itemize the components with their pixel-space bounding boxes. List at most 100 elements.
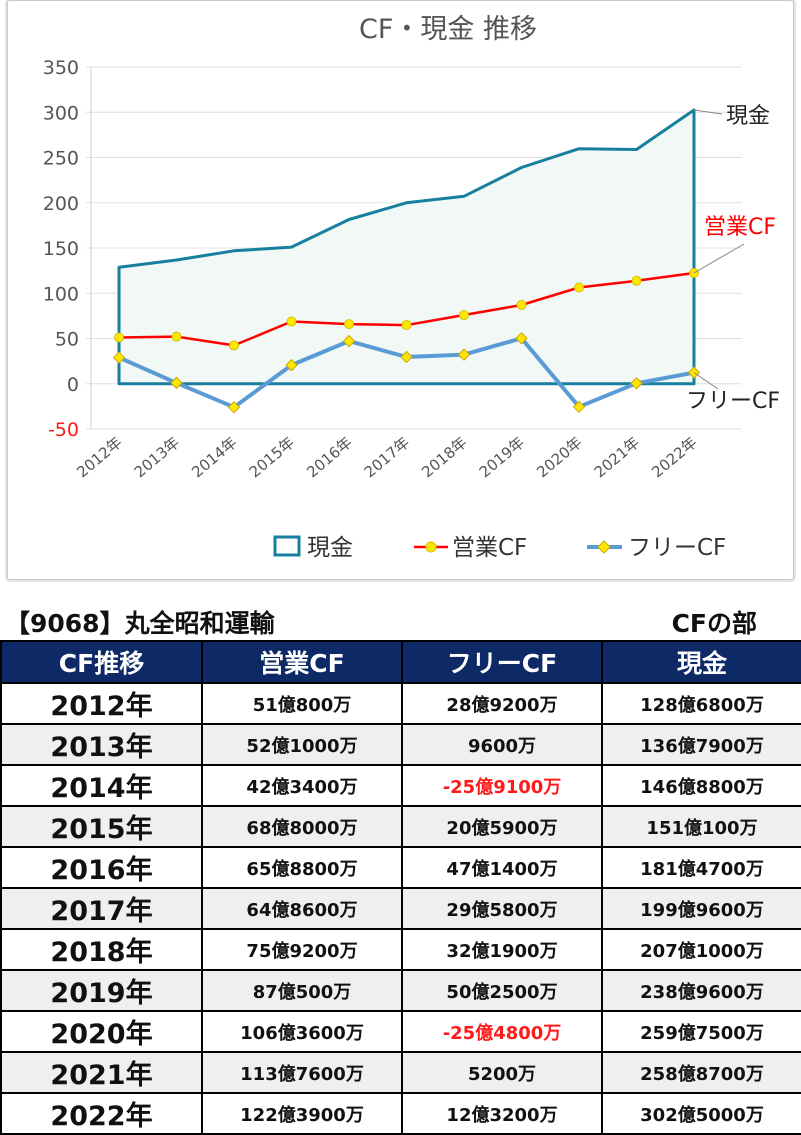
year-cell: 2018年 <box>0 928 203 971</box>
free-cf-point <box>630 377 643 390</box>
legend-label-cash: 現金 <box>307 535 353 561</box>
op-cell: 75億9200万 <box>201 928 403 971</box>
year-cell: 2013年 <box>0 723 203 766</box>
legend-swatch-cash <box>273 535 301 557</box>
free-cf-point <box>342 334 356 348</box>
free-cell: 9600万 <box>401 723 603 766</box>
y-tick-label: 50 <box>55 329 79 351</box>
legend-marker-operating <box>425 541 437 553</box>
free-cell: 47億1400万 <box>401 846 603 889</box>
free-cell: 28億9200万 <box>401 682 603 725</box>
operating-cf-point <box>171 331 182 342</box>
year-cell: 2019年 <box>0 969 203 1012</box>
table-row: 2013年 52億1000万 9600万 136億7900万 <box>0 723 801 766</box>
operating-cf-point <box>401 320 412 331</box>
legend-label-operating: 営業CF <box>452 535 527 561</box>
year-cell: 2014年 <box>0 764 203 807</box>
y-tick-label: 250 <box>43 148 79 170</box>
end-label-leader <box>693 109 723 115</box>
operating-cf-point <box>229 340 239 351</box>
header-operating-cf: 営業CF <box>201 640 403 684</box>
free-cell: 20億5900万 <box>401 805 603 848</box>
cash-cell: 128億6800万 <box>601 682 801 725</box>
year-cell: 2012年 <box>0 682 203 725</box>
end-label-leader <box>693 372 719 390</box>
year-cell: 2016年 <box>0 846 203 889</box>
op-cell: 87億500万 <box>201 969 403 1012</box>
cash-cell: 259億7500万 <box>601 1010 801 1053</box>
free-cell: -25億4800万 <box>401 1010 603 1053</box>
y-tick-label: 300 <box>43 102 79 124</box>
series-layer <box>112 108 701 414</box>
table-row: 2017年 64億8600万 29億5800万 199億9600万 <box>0 887 801 930</box>
x-tick-label: 2016年 <box>303 433 355 481</box>
free-cf-point <box>457 348 471 361</box>
operating-cf-point <box>459 310 469 321</box>
x-tick-label: 2014年 <box>188 433 240 481</box>
cash-cell: 136億7900万 <box>601 723 801 766</box>
cash-cell: 181億4700万 <box>601 846 801 889</box>
x-tick-label: 2022年 <box>648 433 700 481</box>
x-tick-label: 2019年 <box>476 433 528 481</box>
op-cell: 65億8800万 <box>201 846 403 889</box>
free-cf-point <box>400 350 413 364</box>
section-title: CFの部 <box>671 609 757 638</box>
header-free-cf: フリーCF <box>401 640 603 684</box>
cash-area <box>117 108 696 386</box>
y-tick-label: 0 <box>67 374 79 396</box>
operating-cf-point <box>114 332 124 343</box>
operating-cf-point <box>574 282 584 293</box>
table-header-row: CF推移 営業CF フリーCF 現金 <box>0 640 801 684</box>
free-cell: 29億5800万 <box>401 887 603 930</box>
table-row: 2014年 42億3400万 -25億9100万 146億8800万 <box>0 764 801 807</box>
operating-cf-point <box>344 319 354 330</box>
year-cell: 2015年 <box>0 805 203 848</box>
table-row: 2018年 75億9200万 32億1900万 207億1000万 <box>0 928 801 971</box>
header-year: CF推移 <box>0 640 203 684</box>
free-cf-point <box>227 400 241 414</box>
x-tick-label: 2020年 <box>533 433 585 481</box>
y-tick-label: 350 <box>43 57 79 79</box>
legend-marker-free <box>597 540 611 554</box>
legend-label-free: フリーCF <box>628 535 726 561</box>
x-tick-label: 2013年 <box>131 433 183 481</box>
table-row: 2022年 122億3900万 12億3200万 302億5000万 <box>0 1092 801 1135</box>
cash-cell: 302億5000万 <box>601 1092 801 1135</box>
year-cell: 2017年 <box>0 887 203 930</box>
table-row: 2012年 51億800万 28億9200万 128億6800万 <box>0 682 801 725</box>
free-cf-point <box>170 376 183 390</box>
year-cell: 2020年 <box>0 1010 203 1053</box>
operating-cf-point <box>286 316 297 327</box>
free-cell: 12億3200万 <box>401 1092 603 1135</box>
table-row: 2016年 65億8800万 47億1400万 181億4700万 <box>0 846 801 889</box>
cash-cell: 199億9600万 <box>601 887 801 930</box>
x-axis: 2012年 2013年 2014年 2015年 2016年 2017年 2018年 2019年… <box>73 433 700 481</box>
cf-table: CF推移 営業CF フリーCF 現金 2012年 51億800万 28億9200万 1… <box>0 640 801 1135</box>
operating-cf-point <box>631 275 642 286</box>
free-cell: 50億2500万 <box>401 969 603 1012</box>
operating-cf-point <box>516 299 527 310</box>
table-row: 2019年 87億500万 50億2500万 238億9600万 <box>0 969 801 1012</box>
header-cash: 現金 <box>601 640 801 684</box>
table-row: 2020年 106億3600万 -25億4800万 259億7500万 <box>0 1010 801 1053</box>
cash-cell: 258億8700万 <box>601 1051 801 1094</box>
year-cell: 2021年 <box>0 1051 203 1094</box>
op-cell: 113億7600万 <box>201 1051 403 1094</box>
y-tick-label: 200 <box>43 193 79 215</box>
x-tick-label: 2018年 <box>418 433 470 481</box>
free-cf-point <box>285 358 298 372</box>
year-cell: 2022年 <box>0 1092 203 1135</box>
op-cell: 68億8000万 <box>201 805 403 848</box>
free-cell: 5200万 <box>401 1051 603 1094</box>
y-tick-label: -50 <box>48 419 79 441</box>
x-tick-label: 2017年 <box>361 433 413 481</box>
chart-title: CF・現金 推移 <box>359 14 537 45</box>
y-tick-label: 150 <box>43 238 79 260</box>
cash-cell: 151億100万 <box>601 805 801 848</box>
x-tick-label: 2012年 <box>73 433 125 481</box>
op-cell: 42億3400万 <box>201 764 403 807</box>
op-cell: 122億3900万 <box>201 1092 403 1135</box>
cash-cell: 146億8800万 <box>601 764 801 807</box>
